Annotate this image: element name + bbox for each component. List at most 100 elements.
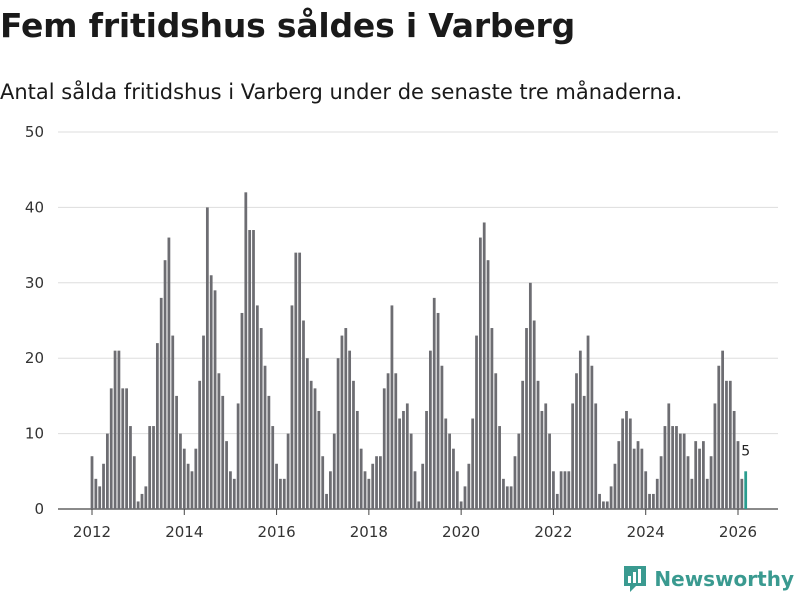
bar (678, 433, 682, 509)
bar (713, 403, 717, 509)
bar (290, 305, 294, 509)
bar (182, 448, 186, 509)
newsworthy-logo-icon (624, 566, 647, 592)
bar (90, 456, 94, 509)
bar (309, 380, 313, 509)
bar (532, 320, 536, 509)
bar (263, 365, 267, 509)
bar (194, 448, 198, 509)
bar (148, 426, 152, 509)
bar (244, 192, 248, 509)
bar (509, 486, 513, 509)
bar (248, 230, 252, 509)
bar (594, 403, 598, 509)
y-tick-label: 20 (25, 349, 44, 367)
bar (602, 501, 605, 509)
latest-value-label: 5 (741, 443, 750, 459)
brand-name: Newsworthy (654, 567, 794, 591)
bar (175, 395, 178, 509)
bar (132, 456, 136, 509)
bar (329, 471, 332, 509)
bar (275, 463, 278, 509)
bar (98, 486, 102, 509)
bar (621, 418, 625, 509)
bar (155, 343, 159, 509)
bar (617, 441, 621, 509)
bar (394, 373, 398, 509)
bar (505, 486, 509, 509)
bar (121, 388, 125, 509)
bar (240, 312, 244, 509)
chart-title: Fem fritidshus såldes i Varberg (0, 6, 576, 45)
bar (259, 328, 263, 509)
bar (167, 237, 171, 509)
bar (548, 433, 551, 509)
bar (475, 335, 478, 509)
bar (140, 493, 144, 509)
bars (90, 192, 748, 510)
bar (502, 478, 505, 509)
bar (490, 328, 494, 509)
bar (732, 410, 736, 509)
bar (205, 207, 209, 509)
bar (279, 478, 282, 509)
bar (102, 463, 105, 509)
bar (221, 395, 225, 509)
bar (294, 252, 298, 509)
bar (367, 478, 371, 509)
bar (225, 441, 228, 509)
bar (117, 350, 121, 509)
y-tick-label: 10 (25, 425, 44, 443)
bar (271, 426, 275, 509)
bar (213, 290, 217, 509)
bar (467, 463, 471, 509)
bar (129, 426, 132, 509)
bar (690, 478, 694, 509)
bar (628, 418, 632, 509)
bar (498, 426, 501, 509)
bar (555, 493, 559, 509)
bar (359, 448, 363, 509)
bar (198, 380, 202, 509)
bar (159, 297, 163, 509)
bar (525, 328, 528, 509)
bar (659, 456, 663, 509)
bar (590, 365, 594, 509)
bar (640, 448, 644, 509)
bar (578, 350, 582, 509)
y-axis-ticks: 0 10 20 30 40 50 (25, 123, 44, 518)
x-tick-label: 2012 (73, 523, 111, 541)
bar (282, 478, 286, 509)
bar (686, 456, 690, 509)
bar (544, 403, 548, 509)
bar (567, 471, 571, 509)
bar (709, 456, 713, 509)
bar (348, 350, 352, 509)
bar (428, 350, 432, 509)
bar (352, 380, 355, 509)
bar (582, 395, 586, 509)
bar (363, 471, 367, 509)
bar (740, 478, 744, 509)
bar (667, 403, 671, 509)
bar (682, 433, 686, 509)
bar (232, 478, 236, 509)
y-tick-label: 40 (25, 198, 44, 216)
bar (409, 433, 413, 509)
bar (721, 350, 725, 509)
x-tick-label: 2020 (442, 523, 480, 541)
bar (405, 403, 409, 509)
bar (413, 471, 417, 509)
bar (452, 448, 455, 509)
bar (152, 426, 155, 509)
bar (344, 328, 348, 509)
bar (421, 463, 425, 509)
bar (528, 282, 532, 509)
bar (636, 441, 640, 509)
bar (698, 448, 701, 509)
bar (398, 418, 402, 509)
bar (313, 388, 317, 509)
bar (705, 478, 709, 509)
bar (163, 260, 167, 509)
